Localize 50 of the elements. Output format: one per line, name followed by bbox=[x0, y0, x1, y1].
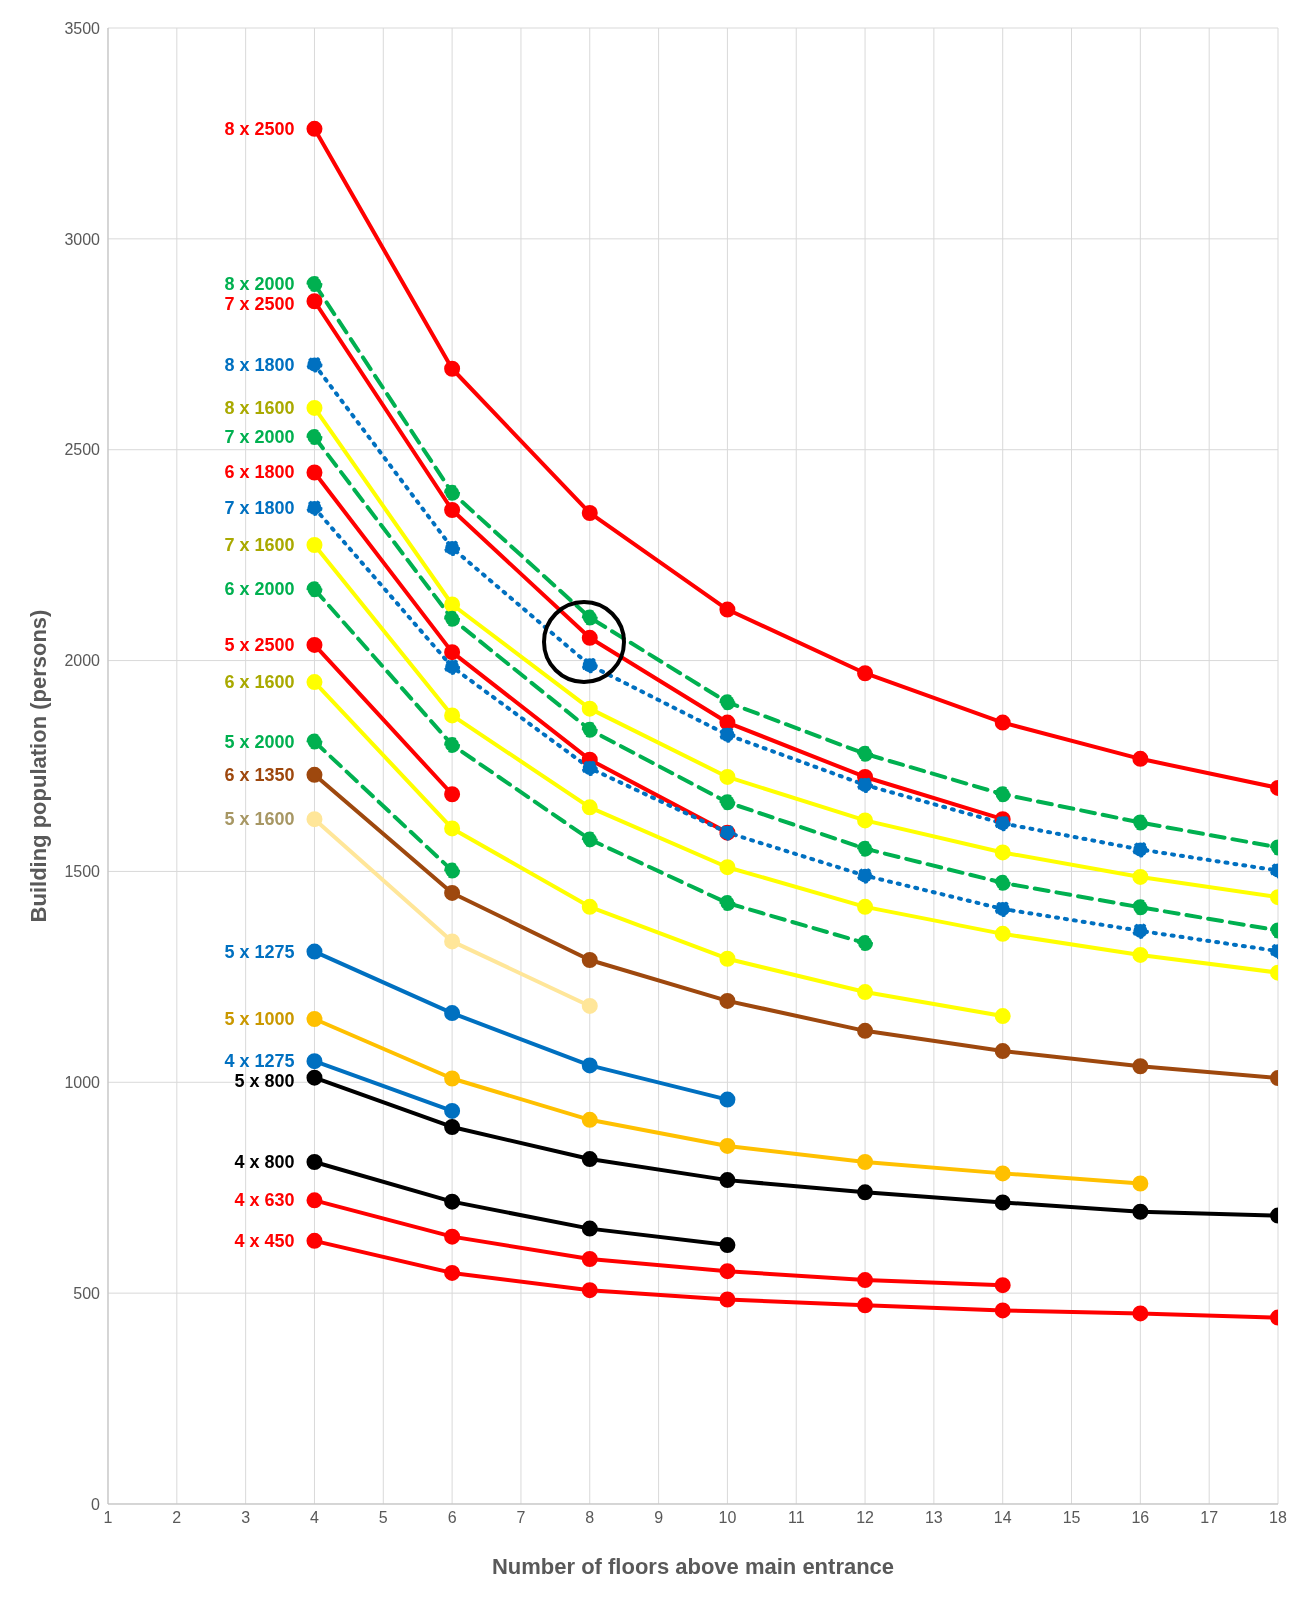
x-tick-label: 12 bbox=[856, 1509, 875, 1527]
series-label: 4 x 800 bbox=[234, 1151, 295, 1172]
x-tick-label: 7 bbox=[516, 1509, 526, 1527]
series-label: 4 x 1275 bbox=[224, 1051, 295, 1072]
series-label: 7 x 1600 bbox=[224, 535, 295, 556]
y-tick-label: 1500 bbox=[64, 863, 101, 881]
y-tick-label: 2500 bbox=[64, 441, 101, 459]
series-label: 8 x 1600 bbox=[224, 397, 295, 418]
series-label: 8 x 2500 bbox=[224, 118, 295, 139]
x-tick-label: 6 bbox=[447, 1509, 457, 1527]
x-tick-label: 15 bbox=[1062, 1509, 1081, 1527]
y-tick-label: 500 bbox=[73, 1284, 101, 1302]
x-tick-label: 10 bbox=[718, 1509, 737, 1527]
series-label: 6 x 1600 bbox=[224, 672, 295, 693]
x-tick-label: 8 bbox=[585, 1509, 595, 1527]
y-tick-label: 2000 bbox=[64, 652, 101, 670]
x-tick-label: 13 bbox=[924, 1509, 943, 1527]
series-label: 5 x 2500 bbox=[224, 634, 295, 655]
y-tick-label: 3500 bbox=[64, 19, 101, 37]
series-label: 5 x 800 bbox=[234, 1071, 295, 1092]
x-tick-label: 16 bbox=[1131, 1509, 1150, 1527]
series-label: 8 x 1800 bbox=[224, 354, 295, 375]
series-label: 5 x 2000 bbox=[224, 731, 295, 752]
x-tick-label: 1 bbox=[103, 1509, 113, 1527]
series-label: 7 x 1800 bbox=[224, 497, 295, 518]
series-label: 5 x 1600 bbox=[224, 809, 295, 830]
x-tick-label: 11 bbox=[787, 1509, 805, 1527]
series-label: 6 x 1800 bbox=[224, 462, 295, 483]
series-label: 5 x 1000 bbox=[224, 1009, 295, 1030]
y-axis-title: Building population (persons) bbox=[25, 609, 51, 923]
x-tick-label: 18 bbox=[1269, 1509, 1287, 1527]
series-label: 8 x 2000 bbox=[224, 273, 295, 294]
x-tick-label: 2 bbox=[172, 1509, 182, 1527]
series-label: 6 x 1350 bbox=[224, 764, 295, 785]
series-label: 5 x 1275 bbox=[224, 941, 295, 962]
y-tick-label: 0 bbox=[91, 1495, 101, 1513]
series-label: 7 x 2000 bbox=[224, 427, 295, 448]
series-label: 4 x 630 bbox=[234, 1190, 295, 1211]
x-axis-title: Number of floors above main entrance bbox=[491, 1554, 895, 1579]
x-tick-label: 14 bbox=[993, 1509, 1012, 1527]
x-tick-label: 3 bbox=[241, 1509, 251, 1527]
y-tick-label: 1000 bbox=[64, 1073, 101, 1091]
x-tick-label: 5 bbox=[378, 1509, 388, 1527]
x-tick-label: 4 bbox=[310, 1509, 320, 1527]
series-label: 4 x 450 bbox=[234, 1230, 295, 1251]
x-tick-label: 9 bbox=[654, 1509, 664, 1527]
x-tick-label: 17 bbox=[1200, 1509, 1219, 1527]
series-label: 7 x 2500 bbox=[224, 293, 295, 314]
y-tick-label: 3000 bbox=[64, 230, 101, 248]
series-label: 6 x 2000 bbox=[224, 579, 295, 600]
